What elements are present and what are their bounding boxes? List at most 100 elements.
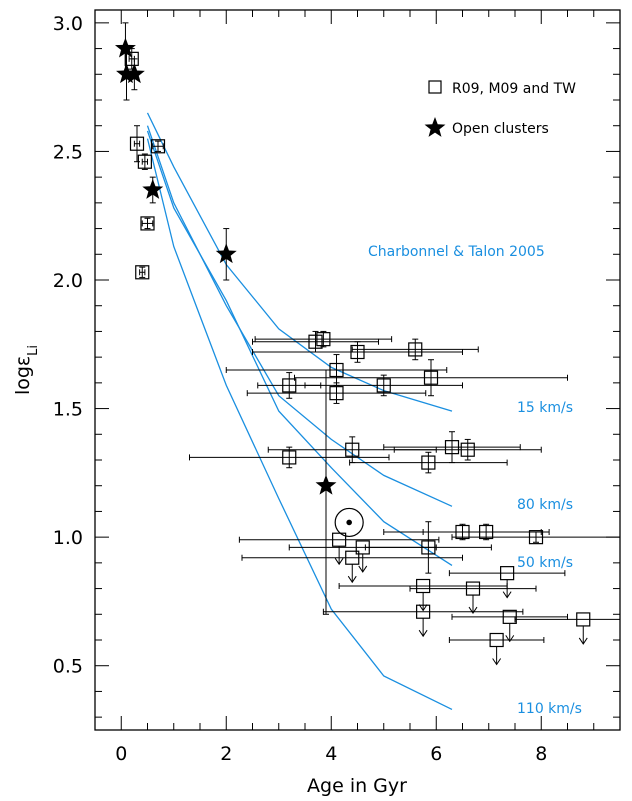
open-cluster-points xyxy=(114,22,337,615)
star-point xyxy=(351,338,479,361)
star-marker xyxy=(123,63,145,84)
square-marker xyxy=(423,370,439,385)
star-point xyxy=(137,153,152,170)
upper-limit-arrowhead xyxy=(502,591,512,599)
square-marker xyxy=(308,334,323,349)
legend: R09, M09 and TW Open clusters xyxy=(424,80,576,137)
upper-limit-arrowhead xyxy=(468,606,478,614)
square-marker xyxy=(350,344,365,360)
upper-limit-arrowhead xyxy=(505,635,515,643)
sun-symbol xyxy=(334,507,364,538)
y-tick-label: 1.0 xyxy=(53,527,83,549)
star-point xyxy=(241,550,463,584)
star-point xyxy=(448,632,545,666)
x-axis-label: Age in Gyr xyxy=(307,775,407,797)
square-marker xyxy=(316,332,331,347)
cluster-point xyxy=(116,48,137,101)
upper-limit-arrowhead xyxy=(578,637,588,645)
square-marker xyxy=(329,362,344,378)
tick-labels: 0 2 4 6 8 0.5 1.0 1.5 2.0 2.5 3.0 xyxy=(53,13,548,765)
model-title: Charbonnel & Talon 2005 xyxy=(368,244,545,260)
upper-limit-arrowhead xyxy=(358,565,368,573)
star-marker xyxy=(315,474,337,495)
square-marker xyxy=(282,378,297,393)
cluster-point xyxy=(215,228,237,281)
star-point xyxy=(254,330,393,348)
star-point xyxy=(451,530,621,545)
star-point xyxy=(322,604,524,638)
square-marker xyxy=(282,450,297,465)
star-point xyxy=(140,216,155,231)
square-marker xyxy=(140,216,155,231)
y-tick-label: 0.5 xyxy=(53,656,83,678)
x-tick-label: 0 xyxy=(115,743,127,765)
square-marker xyxy=(376,378,391,393)
y-axis-label-main: logε xyxy=(12,356,34,395)
x-tick-label: 4 xyxy=(325,743,337,765)
model-label-110: 110 km/s xyxy=(517,701,582,717)
star-point xyxy=(129,125,145,163)
star-point xyxy=(225,354,448,386)
sun-dot xyxy=(346,519,352,526)
square-marker xyxy=(460,442,475,457)
model-curve xyxy=(146,112,453,412)
star-point xyxy=(383,431,521,464)
model-label-50: 50 km/s xyxy=(517,555,573,571)
square-marker xyxy=(528,530,544,545)
model-curve xyxy=(146,125,453,507)
star-point xyxy=(304,374,463,397)
star-point xyxy=(246,382,427,404)
y-axis-label-sub: Li xyxy=(26,345,41,356)
star-point xyxy=(364,521,492,574)
x-tick-label: 8 xyxy=(535,743,547,765)
star-point xyxy=(189,446,390,469)
square-marker xyxy=(150,139,166,154)
star-marker xyxy=(142,179,164,199)
sun-circle xyxy=(334,507,364,538)
cluster-point xyxy=(142,176,164,204)
star-point xyxy=(338,578,508,612)
star-point xyxy=(349,451,508,474)
legend-label-clusters: Open clusters xyxy=(452,121,549,137)
star-point xyxy=(135,265,150,280)
legend-star-marker xyxy=(424,117,446,137)
y-tick-label: 2.0 xyxy=(53,270,83,292)
star-marker xyxy=(114,37,136,58)
cluster-point xyxy=(315,369,337,615)
x-tick-label: 6 xyxy=(430,743,442,765)
square-marker xyxy=(135,265,150,280)
y-tick-label: 1.5 xyxy=(53,399,83,421)
square-marker xyxy=(479,524,494,540)
upper-limit-arrowhead xyxy=(492,658,502,666)
star-point xyxy=(422,523,550,541)
star-point xyxy=(514,612,620,645)
star-point xyxy=(238,532,440,566)
square-marker xyxy=(444,440,460,455)
square-marker xyxy=(421,540,436,555)
model-curve xyxy=(146,130,453,566)
star-marker xyxy=(116,63,137,84)
square-marker xyxy=(421,455,436,470)
legend-label-stars: R09, M09 and TW xyxy=(452,81,576,97)
cluster-point xyxy=(123,58,145,91)
upper-limit-arrowhead xyxy=(418,604,428,612)
star-point xyxy=(448,566,566,599)
star-marker xyxy=(215,243,237,264)
square-marker xyxy=(129,136,145,151)
model-curve xyxy=(146,138,453,710)
square-marker xyxy=(329,386,344,401)
star-point xyxy=(252,341,463,363)
y-axis-label: logεLi xyxy=(12,345,41,395)
y-tick-label: 3.0 xyxy=(53,13,83,35)
model-label-15: 15 km/s xyxy=(517,400,573,416)
upper-limit-arrowhead xyxy=(347,575,357,584)
upper-limit-arrowhead xyxy=(418,629,428,638)
star-point xyxy=(294,359,568,397)
square-marker xyxy=(137,154,152,169)
x-tick-label: 2 xyxy=(220,743,232,765)
model-curves xyxy=(146,112,453,710)
upper-limit-arrowhead xyxy=(334,557,344,566)
star-point xyxy=(451,609,568,643)
axis-ticks xyxy=(94,10,621,730)
